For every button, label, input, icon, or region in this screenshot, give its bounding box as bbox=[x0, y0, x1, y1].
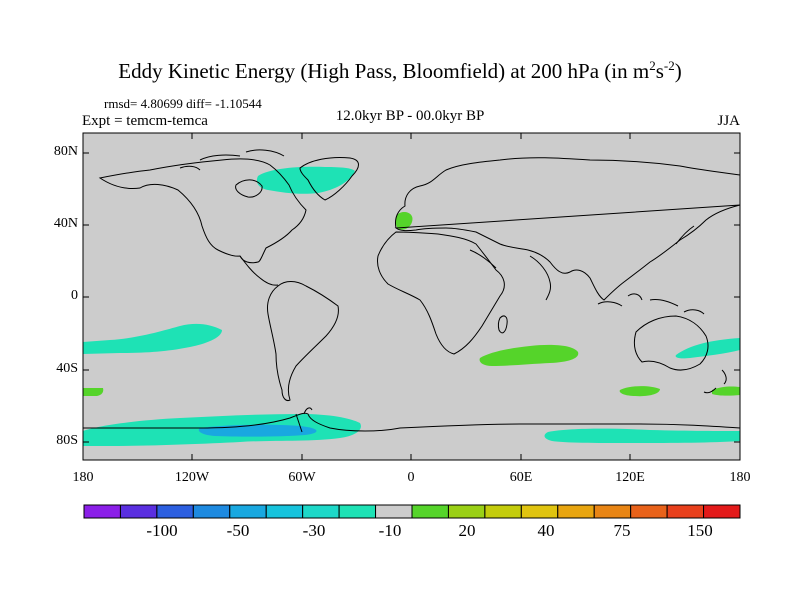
y-label-40s: 40S bbox=[56, 361, 78, 376]
colorbar-label: -30 bbox=[302, 521, 326, 540]
colorbar-box bbox=[593, 504, 632, 519]
anomaly-patch-antarctic-indian bbox=[544, 428, 740, 443]
colorbar-box bbox=[484, 504, 522, 519]
coastline-greenland bbox=[299, 157, 359, 201]
colorbar-box bbox=[375, 504, 413, 519]
colorbar-label: -50 bbox=[226, 521, 250, 540]
colorbar-box bbox=[630, 504, 668, 519]
colorbar-box bbox=[666, 504, 705, 519]
colorbar bbox=[83, 504, 741, 519]
x-label-0: 0 bbox=[407, 470, 415, 485]
coastline-australia bbox=[633, 315, 709, 371]
colorbar-box bbox=[83, 504, 121, 519]
coastline-sea-islands bbox=[597, 293, 705, 315]
axis-ticks bbox=[83, 133, 740, 460]
colorbar-label: -100 bbox=[146, 521, 178, 540]
y-label-40n: 40N bbox=[53, 216, 78, 231]
experiment-label: Expt = temcm-temca bbox=[82, 113, 208, 129]
coastline-north-america bbox=[98, 158, 307, 264]
coastline-antarctica bbox=[83, 412, 741, 432]
colorbar-label: 40 bbox=[537, 521, 555, 540]
x-label-120e: 120E bbox=[615, 470, 645, 485]
coastline-arctic-islands bbox=[179, 149, 285, 171]
colorbar-box bbox=[229, 504, 267, 519]
coastline-central-america bbox=[239, 255, 279, 286]
colorbar-box bbox=[411, 504, 449, 519]
coastline-eurasia bbox=[394, 157, 741, 301]
season-label: JJA bbox=[717, 113, 740, 129]
colorbar-box bbox=[156, 504, 194, 519]
y-label-0: 0 bbox=[71, 288, 78, 303]
colorbar-box bbox=[119, 504, 158, 519]
coastline-africa bbox=[377, 231, 505, 355]
colorbar-label: 150 bbox=[687, 521, 713, 540]
coastline-japan bbox=[675, 225, 695, 245]
x-label-60e: 60E bbox=[509, 470, 533, 485]
anomaly-patch-iberia bbox=[395, 212, 413, 230]
colorbar-box bbox=[192, 504, 231, 519]
y-label-80s: 80S bbox=[56, 433, 78, 448]
colorbar-label: -10 bbox=[378, 521, 402, 540]
x-label-180w: 180 bbox=[72, 470, 94, 485]
anomaly-patch-south-west-pacific-green bbox=[83, 388, 104, 396]
colorbar-box bbox=[520, 504, 559, 519]
colorbar-label: 20 bbox=[458, 521, 476, 540]
anomaly-patch-southern-indian-green bbox=[619, 386, 660, 397]
coastline-antarctic-peninsula bbox=[295, 407, 313, 433]
colorbar-box bbox=[302, 504, 340, 519]
x-label-120w: 120W bbox=[174, 470, 210, 485]
colorbar-box bbox=[265, 504, 304, 519]
y-label-80n: 80N bbox=[53, 144, 78, 159]
coastline-hudson-bay bbox=[235, 179, 263, 198]
anomaly-patch-south-indian-ocean bbox=[479, 344, 579, 366]
period-label: 12.0kyr BP - 00.0kyr BP bbox=[335, 108, 485, 124]
coastline-madagascar bbox=[497, 315, 508, 334]
colorbar-box bbox=[557, 504, 595, 519]
map-background bbox=[83, 133, 740, 460]
coastlines bbox=[83, 149, 741, 433]
anomaly-patch-antarctic-blue bbox=[198, 424, 317, 437]
anomaly-patch-east-green bbox=[712, 386, 740, 396]
plot-title: Eddy Kinetic Energy (High Pass, Bloomfie… bbox=[118, 58, 682, 83]
anomaly-patch-south-pacific bbox=[83, 323, 222, 354]
coastline-new-zealand bbox=[703, 369, 727, 394]
x-label-60w: 60W bbox=[288, 470, 316, 485]
colorbar-box bbox=[338, 504, 377, 519]
coastline-arabia-india bbox=[469, 249, 551, 301]
colorbar-label: 75 bbox=[613, 521, 631, 540]
anomaly-patch-north-atlantic bbox=[256, 166, 355, 194]
stats-text: rmsd= 4.80699 diff= -1.10544 bbox=[104, 96, 262, 111]
coastline-south-america bbox=[267, 281, 339, 401]
colorbar-box bbox=[447, 504, 486, 519]
colorbar-box bbox=[703, 504, 741, 519]
x-label-180e: 180 bbox=[729, 470, 751, 485]
